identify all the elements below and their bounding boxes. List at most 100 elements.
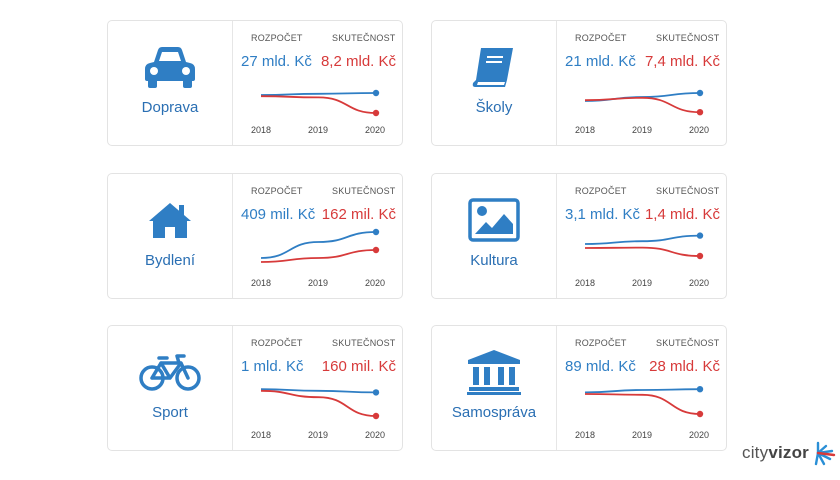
actual-endpoint <box>372 412 380 420</box>
actual-value: 28 mld. Kč <box>649 358 720 375</box>
card-kultura[interactable]: Kultura ROZPOČET SKUTEČNOST 3,1 mld. Kč 1,4 … <box>431 173 727 299</box>
trend-sparkline <box>260 388 380 420</box>
year-label: 2019 <box>632 278 653 288</box>
card-category[interactable]: Kultura <box>432 174 557 298</box>
card-stats: ROZPOČET SKUTEČNOST 3,1 mld. Kč 1,4 mld. Kč… <box>557 174 726 298</box>
logo-text-plain: city <box>742 443 769 462</box>
budget-line <box>260 231 377 259</box>
logo-text-bold: vizor <box>768 443 809 462</box>
card-samosprava[interactable]: Samospráva ROZPOČET SKUTEČNOST 89 mld. Kč 28… <box>431 325 727 451</box>
actual-endpoint <box>372 246 380 254</box>
trend-sparkline <box>260 228 380 263</box>
actual-endpoint <box>696 252 704 260</box>
budget-header: ROZPOČET <box>575 338 627 348</box>
card-category[interactable]: Samospráva <box>432 326 557 450</box>
actual-header: SKUTEČNOST <box>332 33 396 43</box>
budget-value: 27 mld. Kč <box>241 53 312 70</box>
trend-sparkline <box>584 232 704 260</box>
year-label: 2019 <box>308 125 329 135</box>
actual-header: SKUTEČNOST <box>656 186 720 196</box>
actual-endpoint <box>372 109 380 117</box>
book-icon <box>471 41 517 93</box>
year-label: 2020 <box>689 278 710 288</box>
actual-line <box>584 246 701 257</box>
cityvizor-logo[interactable]: cityvizor <box>742 440 836 466</box>
actual-header: SKUTEČNOST <box>332 338 396 348</box>
house-icon <box>147 194 193 246</box>
budget-header: ROZPOČET <box>251 33 303 43</box>
budget-endpoint <box>696 232 704 239</box>
year-label: 2020 <box>365 278 386 288</box>
budget-value: 1 mld. Kč <box>241 358 304 375</box>
actual-value: 160 mil. Kč <box>321 358 396 375</box>
card-sport[interactable]: Sport ROZPOČET SKUTEČNOST 1 mld. Kč 160 mil.… <box>107 325 403 451</box>
picture-icon <box>468 194 520 246</box>
year-label: 2020 <box>689 430 710 440</box>
actual-header: SKUTEČNOST <box>332 186 396 196</box>
year-label: 2018 <box>575 430 596 440</box>
card-title: Doprava <box>141 99 199 116</box>
trend-sparkline <box>584 386 704 418</box>
budget-line <box>260 92 377 96</box>
actual-line <box>584 393 701 415</box>
card-stats: ROZPOČET SKUTEČNOST 409 mil. Kč 162 mil. Kč… <box>233 174 402 298</box>
card-bydleni[interactable]: Bydlení ROZPOČET SKUTEČNOST 409 mil. Kč 162 … <box>107 173 403 299</box>
card-doprava[interactable]: Doprava ROZPOČET SKUTEČNOST 27 mld. Kč 8,2 m… <box>107 20 403 146</box>
actual-value: 1,4 mld. Kč <box>644 206 720 223</box>
card-title: Samospráva <box>451 404 537 421</box>
actual-endpoint <box>696 109 704 116</box>
actual-line <box>260 95 377 114</box>
year-label: 2019 <box>308 278 329 288</box>
year-label: 2019 <box>308 430 329 440</box>
budget-endpoint <box>372 389 380 396</box>
budget-value: 89 mld. Kč <box>565 358 636 375</box>
year-label: 2018 <box>575 125 596 135</box>
year-label: 2018 <box>251 278 272 288</box>
logo-text: cityvizor <box>742 443 809 463</box>
card-stats: ROZPOČET SKUTEČNOST 21 mld. Kč 7,4 mld. Kč 2… <box>557 21 726 145</box>
card-title: Sport <box>152 404 188 421</box>
actual-header: SKUTEČNOST <box>656 33 720 43</box>
card-category[interactable]: Sport <box>108 326 233 450</box>
year-label: 2020 <box>689 125 710 135</box>
trend-sparkline <box>260 89 380 117</box>
budget-line <box>260 388 377 394</box>
year-label: 2020 <box>365 430 386 440</box>
card-stats: ROZPOČET SKUTEČNOST 1 mld. Kč 160 mil. Kč 20… <box>233 326 402 450</box>
actual-line <box>260 389 377 417</box>
budget-header: ROZPOČET <box>575 186 627 196</box>
budget-endpoint <box>696 386 704 393</box>
budget-value: 21 mld. Kč <box>565 53 636 70</box>
card-category[interactable]: Doprava <box>108 21 233 145</box>
card-skoly[interactable]: Školy ROZPOČET SKUTEČNOST 21 mld. Kč 7,4 mld… <box>431 20 727 146</box>
year-label: 2020 <box>365 125 386 135</box>
year-label: 2018 <box>251 430 272 440</box>
budget-value: 409 mil. Kč <box>241 206 316 223</box>
card-stats: ROZPOČET SKUTEČNOST 89 mld. Kč 28 mld. Kč 20… <box>557 326 726 450</box>
budget-header: ROZPOČET <box>575 33 627 43</box>
budget-header: ROZPOČET <box>251 186 303 196</box>
budget-endpoint <box>372 89 380 97</box>
year-label: 2019 <box>632 430 653 440</box>
actual-value: 7,4 mld. Kč <box>644 53 720 70</box>
actual-value: 8,2 mld. Kč <box>320 53 396 70</box>
card-stats: ROZPOČET SKUTEČNOST 27 mld. Kč 8,2 mld. Kč 2… <box>233 21 402 145</box>
bicycle-icon <box>139 346 201 398</box>
actual-value: 162 mil. Kč <box>321 206 396 223</box>
actual-line <box>260 249 377 263</box>
card-title: Bydlení <box>144 252 196 269</box>
card-title: Kultura <box>470 252 518 269</box>
budget-endpoint <box>372 228 380 236</box>
year-label: 2019 <box>632 125 653 135</box>
logo-burst-icon <box>814 441 836 466</box>
budget-endpoint <box>696 89 704 97</box>
budget-header: ROZPOČET <box>251 338 303 348</box>
budget-line <box>584 234 701 245</box>
year-label: 2018 <box>251 125 272 135</box>
actual-header: SKUTEČNOST <box>656 338 720 348</box>
card-category[interactable]: Školy <box>432 21 557 145</box>
car-icon <box>142 41 198 93</box>
actual-line <box>584 96 701 114</box>
card-title: Školy <box>475 99 513 116</box>
card-category[interactable]: Bydlení <box>108 174 233 298</box>
